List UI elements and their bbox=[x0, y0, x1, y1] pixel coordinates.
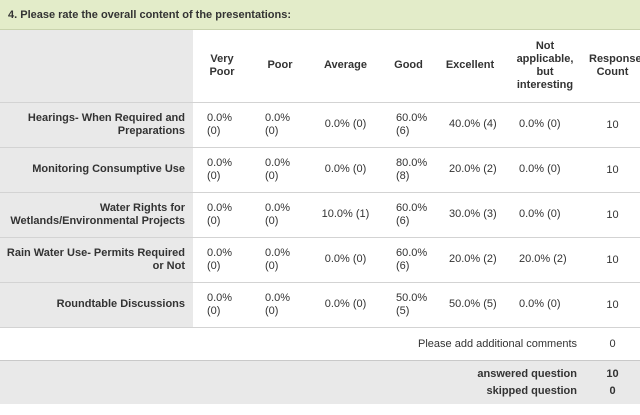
row-label: Water Rights for Wetlands/Environmental … bbox=[0, 191, 193, 237]
answered-question-label: answered question bbox=[0, 359, 585, 382]
column-header-excellent: Excellent bbox=[445, 59, 495, 72]
table-row: Hearings- When Required and Preparations… bbox=[0, 101, 640, 147]
additional-comments-count: 0 bbox=[585, 326, 640, 360]
column-header-not-applicable: Not applicable, but interesting bbox=[516, 39, 574, 91]
cell-good: 80.0% (8) bbox=[382, 146, 435, 192]
row-label: Monitoring Consumptive Use bbox=[0, 146, 193, 192]
cell-not-applicable: 20.0% (2) bbox=[505, 236, 585, 282]
column-header-average: Average bbox=[323, 59, 367, 72]
cell-poor: 0.0% (0) bbox=[251, 281, 309, 327]
cell-response-count: 10 bbox=[585, 236, 640, 282]
table-row: Rain Water Use- Permits Required or Not … bbox=[0, 236, 640, 282]
cell-average: 10.0% (1) bbox=[309, 191, 382, 237]
cell-excellent: 30.0% (3) bbox=[435, 191, 505, 237]
additional-comments-label: Please add additional comments bbox=[0, 326, 585, 360]
cell-excellent: 20.0% (2) bbox=[435, 146, 505, 192]
cell-response-count: 10 bbox=[585, 281, 640, 327]
skipped-question-label: skipped question bbox=[486, 385, 577, 397]
cell-response-count: 10 bbox=[585, 191, 640, 237]
cell-poor: 0.0% (0) bbox=[251, 146, 309, 192]
cell-excellent: 50.0% (5) bbox=[435, 281, 505, 327]
column-header-poor: Poor bbox=[267, 59, 293, 72]
cell-poor: 0.0% (0) bbox=[251, 101, 309, 147]
answered-question-count: 10 bbox=[585, 359, 640, 382]
table-row: Monitoring Consumptive Use 0.0% (0) 0.0%… bbox=[0, 146, 640, 192]
cell-very-poor: 0.0% (0) bbox=[193, 236, 251, 282]
column-header-very-poor: Very Poor bbox=[209, 52, 235, 78]
cell-response-count: 10 bbox=[585, 101, 640, 147]
cell-response-count: 10 bbox=[585, 146, 640, 192]
row-label: Rain Water Use- Permits Required or Not bbox=[0, 236, 193, 282]
cell-average: 0.0% (0) bbox=[309, 146, 382, 192]
table-row: Water Rights for Wetlands/Environmental … bbox=[0, 191, 640, 237]
skipped-question-row: skipped question 0 bbox=[0, 382, 640, 404]
column-header-row: Very Poor Poor Average Good Excellent No… bbox=[0, 30, 640, 102]
skipped-question-count: 0 bbox=[609, 385, 616, 397]
cell-average: 0.0% (0) bbox=[309, 236, 382, 282]
rating-matrix-table: Very Poor Poor Average Good Excellent No… bbox=[0, 30, 640, 404]
cell-not-applicable: 0.0% (0) bbox=[505, 191, 585, 237]
cell-average: 0.0% (0) bbox=[309, 101, 382, 147]
header-blank-cell bbox=[0, 30, 193, 102]
cell-good: 60.0% (6) bbox=[382, 236, 435, 282]
cell-not-applicable: 0.0% (0) bbox=[505, 146, 585, 192]
cell-excellent: 40.0% (4) bbox=[435, 101, 505, 147]
cell-very-poor: 0.0% (0) bbox=[193, 191, 251, 237]
column-header-good: Good bbox=[394, 59, 423, 72]
cell-very-poor: 0.0% (0) bbox=[193, 101, 251, 147]
cell-poor: 0.0% (0) bbox=[251, 236, 309, 282]
cell-poor: 0.0% (0) bbox=[251, 191, 309, 237]
table-row: Roundtable Discussions 0.0% (0) 0.0% (0)… bbox=[0, 281, 640, 327]
cell-very-poor: 0.0% (0) bbox=[193, 146, 251, 192]
cell-average: 0.0% (0) bbox=[309, 281, 382, 327]
additional-comments-row: Please add additional comments 0 bbox=[0, 326, 640, 360]
cell-very-poor: 0.0% (0) bbox=[193, 281, 251, 327]
column-header-response-count: Response Count bbox=[589, 52, 640, 78]
row-label: Roundtable Discussions bbox=[0, 281, 193, 327]
cell-not-applicable: 0.0% (0) bbox=[505, 281, 585, 327]
question-title: 4. Please rate the overall content of th… bbox=[0, 0, 640, 30]
cell-good: 60.0% (6) bbox=[382, 101, 435, 147]
row-label: Hearings- When Required and Preparations bbox=[0, 101, 193, 147]
cell-excellent: 20.0% (2) bbox=[435, 236, 505, 282]
cell-good: 60.0% (6) bbox=[382, 191, 435, 237]
cell-good: 50.0% (5) bbox=[382, 281, 435, 327]
answered-question-row: answered question 10 bbox=[0, 359, 640, 382]
cell-not-applicable: 0.0% (0) bbox=[505, 101, 585, 147]
